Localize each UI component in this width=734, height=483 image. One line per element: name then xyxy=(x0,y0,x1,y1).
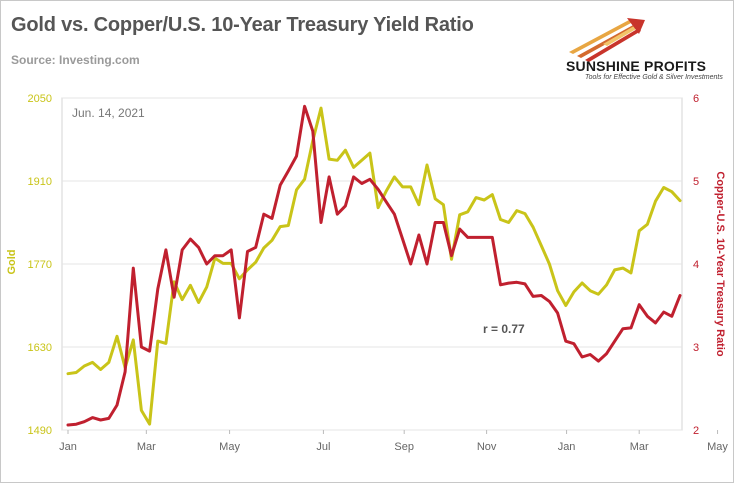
correlation-annotation: r = 0.77 xyxy=(483,322,525,336)
right-tick-label: 5 xyxy=(693,176,699,188)
logo-name: SUNSHINE PROFITS xyxy=(566,58,706,74)
x-tick-label: Nov xyxy=(477,441,497,453)
x-tick-label: Mar xyxy=(630,441,649,453)
x-tick-label: Jan xyxy=(59,441,77,453)
chart-title: Gold vs. Copper/U.S. 10-Year Treasury Yi… xyxy=(11,14,474,36)
x-tick-label: Jan xyxy=(558,441,576,453)
x-tick-label: May xyxy=(219,441,240,453)
x-tick-label: Sep xyxy=(394,441,414,453)
gold-series-line xyxy=(66,106,682,426)
left-tick-label: 2050 xyxy=(28,93,52,105)
right-axis-ticks: 2 3 4 5 6 xyxy=(693,93,699,437)
series-group xyxy=(66,104,682,427)
right-tick-label: 2 xyxy=(693,425,699,437)
left-tick-label: 1910 xyxy=(28,176,52,188)
logo-tagline: Tools for Effective Gold & Silver Invest… xyxy=(585,74,723,81)
ratio-series-line xyxy=(66,104,682,427)
right-tick-label: 6 xyxy=(693,93,699,105)
x-tick-label: Mar xyxy=(137,441,156,453)
date-annotation: Jun. 14, 2021 xyxy=(72,106,145,120)
x-axis-ticks: Jan Mar May Jul Sep Nov Jan Mar May xyxy=(59,430,728,453)
x-tick-label: May xyxy=(707,441,728,453)
right-tick-label: 3 xyxy=(693,342,699,354)
left-tick-label: 1770 xyxy=(28,259,52,271)
sunshine-logo-icon xyxy=(569,18,645,62)
x-tick-label: Jul xyxy=(316,441,330,453)
left-axis-label: Gold xyxy=(6,249,18,274)
source-label: Source: Investing.com xyxy=(11,53,140,67)
right-axis-label: Copper-U.S. 10-Year Treasury Ratio xyxy=(714,171,726,357)
left-axis-ticks: 1490 1630 1770 1910 2050 xyxy=(28,93,52,437)
logo-name-text: SUNSHINE PROFITS xyxy=(566,58,707,74)
left-tick-label: 1630 xyxy=(28,342,52,354)
left-tick-label: 1490 xyxy=(28,425,52,437)
right-tick-label: 4 xyxy=(693,259,699,271)
